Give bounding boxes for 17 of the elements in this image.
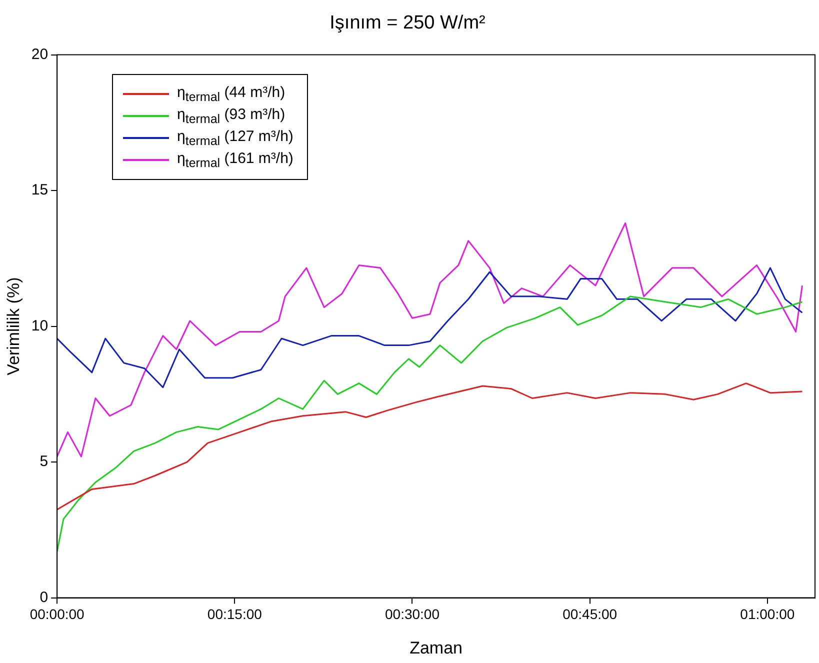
x-tick-label: 00:15:00 [207,606,262,622]
y-tick-label: 10 [31,317,48,334]
y-tick-label: 15 [31,182,48,199]
x-tick-label: 00:00:00 [30,606,85,622]
legend-label: η$_{termal}$ (161 m³/h) [177,150,294,170]
x-tick-label: 00:45:00 [562,606,618,622]
legend-label: η$_{termal}$ (93 m³/h) [177,106,286,126]
y-tick-label: 20 [31,46,48,63]
x-axis-title: Zaman [410,638,463,658]
y-tick-label: 5 [40,453,48,470]
legend-label: η$_{termal}$ (127 m³/h) [177,128,294,148]
y-axis-title: Verimlilik (%) [4,277,23,376]
x-tick-label: 01:00:00 [740,606,795,622]
y-tick-label: 0 [40,588,48,606]
legend-label: η$_{termal}$ (44 m³/h) [177,84,286,104]
x-tick-label: 00:30:00 [384,606,440,622]
chart-title: Işınım = 250 W/m² [330,12,486,34]
